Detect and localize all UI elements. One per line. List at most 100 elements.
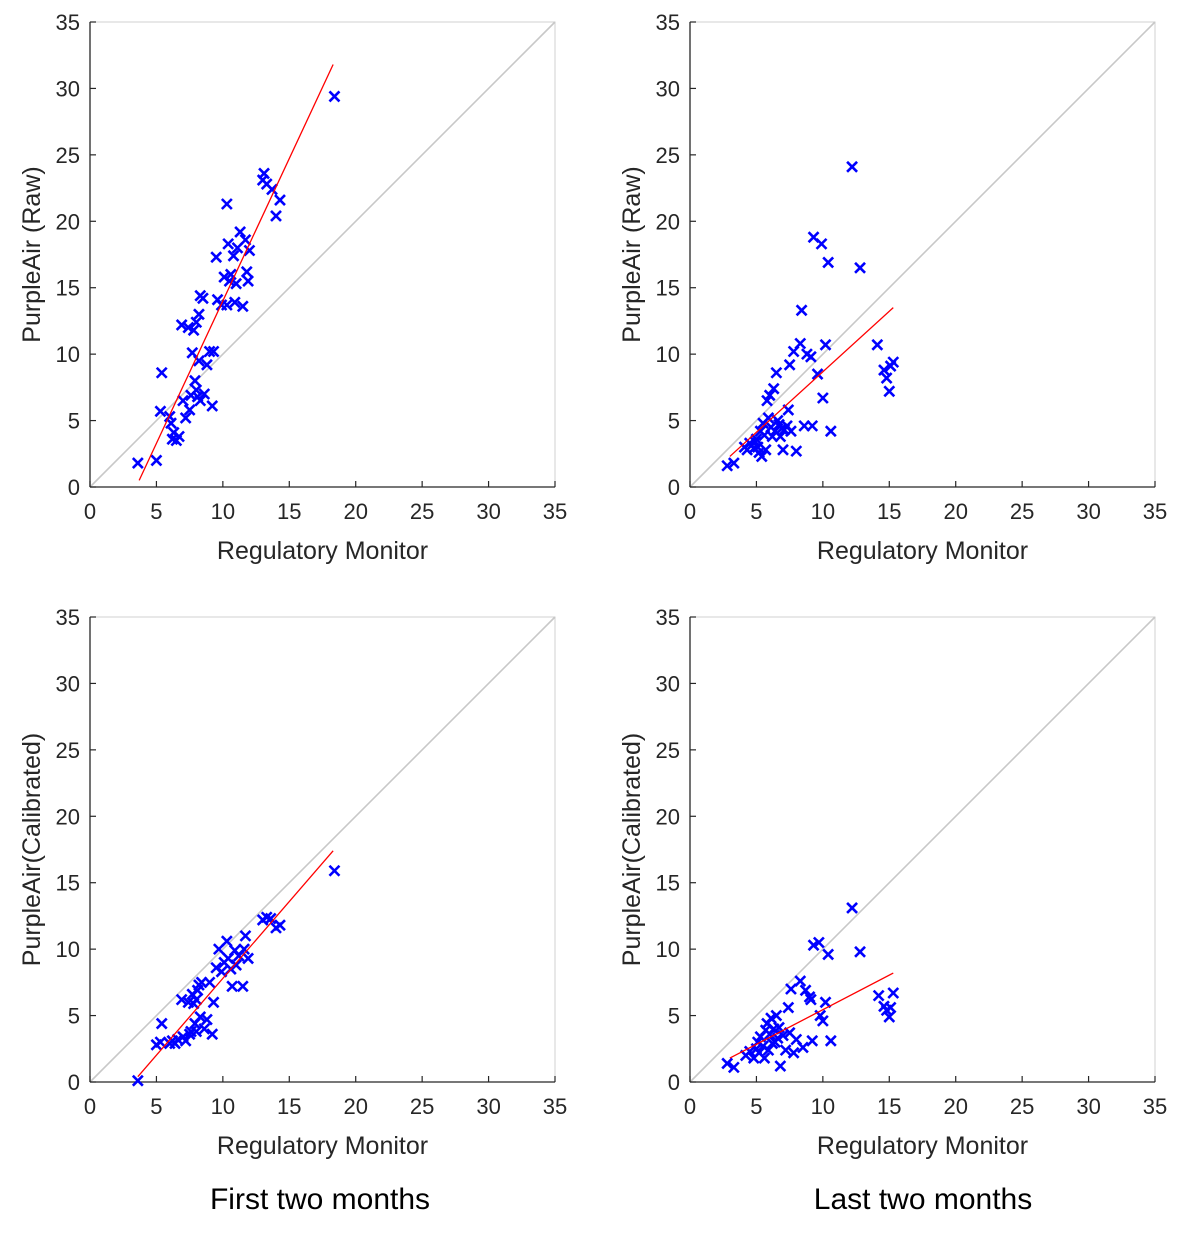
y-tick-label: 10 (56, 937, 80, 962)
data-point (782, 1001, 795, 1014)
data-point (785, 983, 797, 995)
scatter-chart-svg: 0 5 10 15 20 25 30 35 0 5 10 15 20 25 30 35 Regulatory M… (618, 605, 1167, 1160)
data-point (887, 987, 900, 999)
data-point (878, 364, 890, 377)
data-point (242, 952, 255, 965)
data-point (846, 160, 859, 173)
caption-last-two-months: Last two months (813, 1183, 1033, 1216)
data-point (887, 356, 900, 369)
data-point (819, 338, 832, 351)
data-point (777, 443, 789, 456)
data-point (328, 90, 341, 103)
data-point (234, 225, 247, 238)
identity-line (689, 616, 1156, 1083)
data-point (824, 1034, 837, 1047)
chart-top-left: 0 5 10 15 20 25 30 35 0 5 10 15 20 25 30 35 Regulatory M… (0, 0, 585, 590)
x-tick-label: 15 (277, 499, 301, 524)
x-tick-label: 10 (811, 1094, 835, 1119)
data-point (154, 405, 167, 418)
data-point (727, 457, 740, 470)
y-tick-label: 0 (668, 1070, 680, 1095)
y-tick-label: 30 (56, 671, 80, 696)
data-point (822, 256, 835, 269)
data-point (770, 1009, 783, 1022)
data-point (228, 296, 241, 309)
x-tick-label: 0 (84, 1094, 96, 1119)
y-tick-label: 15 (56, 276, 80, 301)
data-point (774, 1060, 787, 1072)
x-tick-label: 30 (1076, 499, 1100, 524)
data-point (239, 233, 252, 246)
y-tick-label: 0 (68, 475, 80, 500)
data-point (239, 929, 252, 942)
data-point (230, 959, 243, 972)
data-point (207, 996, 220, 1009)
data-point (222, 237, 235, 250)
fit-line (729, 307, 894, 457)
data-point (194, 1010, 207, 1023)
x-tick-label: 10 (211, 1094, 235, 1119)
data-point (193, 308, 205, 321)
y-axis-label: PurpleAir(Calibrated) (18, 733, 46, 966)
data-point (197, 292, 209, 305)
data-point (227, 249, 240, 262)
data-point (206, 400, 219, 412)
data-point (762, 411, 775, 424)
y-axis-label: PurpleAir(Calibrated) (618, 733, 646, 966)
y-tick-label: 35 (56, 10, 80, 35)
data-point (783, 358, 796, 371)
data-point (824, 425, 837, 438)
y-tick-label: 10 (656, 342, 680, 367)
data-point (787, 1046, 800, 1059)
data-point (880, 372, 893, 384)
y-tick-label: 30 (656, 76, 680, 101)
data-point (812, 936, 825, 949)
data-point (210, 251, 223, 264)
data-point (804, 993, 817, 1006)
x-tick-label: 30 (1076, 1094, 1100, 1119)
data-point (721, 1057, 734, 1070)
x-tick-label: 35 (543, 1094, 567, 1119)
y-tick-label: 10 (656, 937, 680, 962)
data-point (854, 261, 866, 274)
y-tick-label: 35 (56, 605, 80, 630)
data-point (189, 374, 201, 387)
data-point (795, 304, 808, 317)
data-point (266, 183, 278, 196)
identity-line (89, 616, 556, 1083)
x-tick-label: 25 (410, 1094, 434, 1119)
x-tick-label: 5 (150, 1094, 162, 1119)
fit-line (138, 64, 334, 481)
fit-line (137, 850, 334, 1078)
data-point (258, 167, 270, 180)
y-tick-label: 0 (668, 475, 680, 500)
x-axis-label: Regulatory Monitor (817, 1132, 1028, 1160)
x-tick-label: 25 (1010, 499, 1034, 524)
x-tick-label: 5 (150, 499, 162, 524)
data-point (816, 1014, 829, 1027)
x-tick-label: 35 (1143, 1094, 1167, 1119)
data-point (155, 1017, 168, 1030)
x-tick-label: 25 (410, 499, 434, 524)
data-point (811, 368, 824, 380)
data-point (203, 976, 216, 989)
data-point (179, 1034, 192, 1047)
data-point (871, 338, 884, 351)
data-point (131, 457, 144, 470)
y-tick-label: 20 (656, 804, 680, 829)
data-point (816, 392, 829, 404)
data-point (806, 1034, 819, 1047)
data-point (198, 1022, 211, 1035)
data-point (815, 237, 828, 250)
chart-bottom-right: 0 5 10 15 20 25 30 35 0 5 10 15 20 25 30 35 Regulatory M… (600, 595, 1183, 1185)
x-tick-label: 20 (943, 1094, 967, 1119)
data-point (238, 943, 251, 956)
y-tick-label: 25 (656, 143, 680, 168)
data-point (207, 345, 220, 358)
y-tick-label: 35 (656, 10, 680, 35)
x-tick-label: 20 (943, 499, 967, 524)
data-point (190, 316, 203, 329)
data-point (758, 1052, 771, 1065)
x-tick-label: 15 (877, 1094, 901, 1119)
y-axis-label: PurpleAir (Raw) (618, 166, 646, 342)
